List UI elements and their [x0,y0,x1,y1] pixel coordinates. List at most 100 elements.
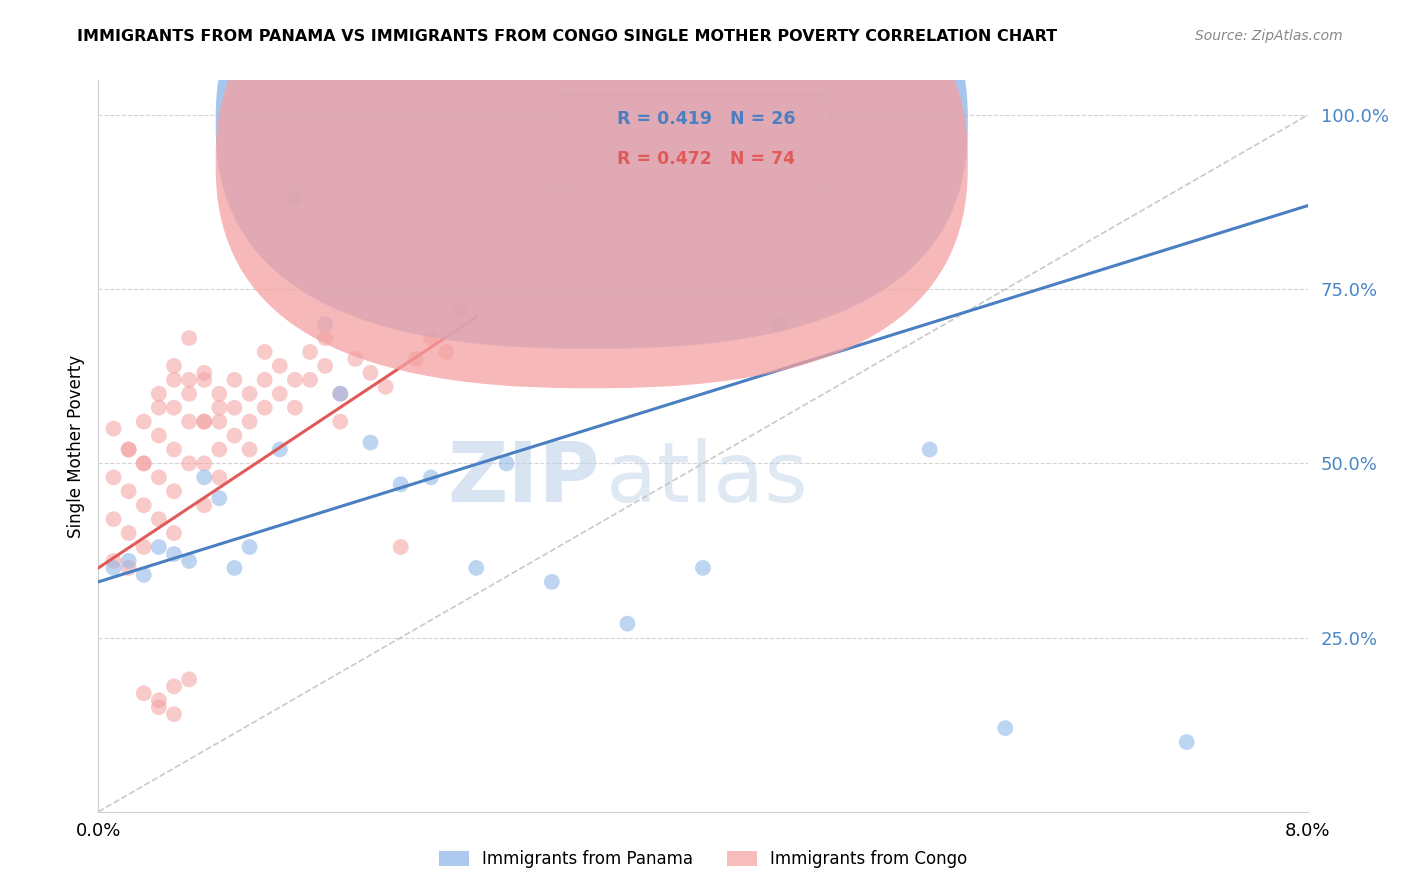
Point [179,373,201,387]
Point [329,415,352,429]
Point [616,616,638,631]
Point [132,498,155,512]
Point [540,574,562,589]
Point [163,401,186,415]
Point [148,700,170,714]
Point [224,401,246,415]
Point [208,442,231,457]
Point [420,331,443,345]
Y-axis label: Single Mother Poverty: Single Mother Poverty [66,354,84,538]
Point [132,457,155,471]
Point [103,561,125,575]
Point [163,442,186,457]
Text: IMMIGRANTS FROM PANAMA VS IMMIGRANTS FROM CONGO SINGLE MOTHER POVERTY CORRELATIO: IMMIGRANTS FROM PANAMA VS IMMIGRANTS FRO… [77,29,1057,44]
Point [360,366,382,380]
Point [132,457,155,471]
Point [148,693,170,707]
Point [132,415,155,429]
Point [132,567,155,582]
Point [450,303,472,318]
Point [269,442,291,457]
FancyBboxPatch shape [558,95,830,186]
Point [692,561,714,575]
FancyBboxPatch shape [215,0,967,388]
Text: R = 0.419   N = 26: R = 0.419 N = 26 [617,110,796,128]
Point [224,561,246,575]
Point [284,401,307,415]
Point [148,540,170,554]
Point [148,512,170,526]
Point [179,673,201,687]
Point [179,554,201,568]
Point [284,192,307,206]
Point [179,457,201,471]
Point [118,442,141,457]
Point [239,386,262,401]
Point [253,345,276,359]
Point [239,415,262,429]
Point [465,561,488,575]
Point [329,386,352,401]
Point [269,386,291,401]
Point [329,386,352,401]
Point [163,679,186,693]
Point [299,345,322,359]
Text: Source: ZipAtlas.com: Source: ZipAtlas.com [1195,29,1343,43]
Point [299,373,322,387]
Point [314,317,336,331]
Point [132,540,155,554]
Point [495,457,517,471]
Point [148,386,170,401]
Point [374,380,396,394]
Point [208,401,231,415]
Point [118,526,141,541]
Legend: Immigrants from Panama, Immigrants from Congo: Immigrants from Panama, Immigrants from … [432,844,974,875]
Point [434,345,457,359]
Point [994,721,1017,735]
FancyBboxPatch shape [215,0,967,349]
Text: atlas: atlas [606,438,808,519]
Point [163,484,186,499]
Point [360,435,382,450]
Point [103,554,125,568]
Point [118,561,141,575]
Point [284,373,307,387]
Text: R = 0.472   N = 74: R = 0.472 N = 74 [617,150,796,168]
Point [163,359,186,373]
Point [103,512,125,526]
Point [239,442,262,457]
Point [208,415,231,429]
Point [179,415,201,429]
Point [193,415,215,429]
Point [193,457,215,471]
Point [208,491,231,506]
Point [148,401,170,415]
Point [253,373,276,387]
Point [314,359,336,373]
Point [224,373,246,387]
Point [103,421,125,435]
Point [148,470,170,484]
Point [389,540,412,554]
Point [132,686,155,700]
Point [179,331,201,345]
Point [193,366,215,380]
Point [239,540,262,554]
Point [163,707,186,722]
Point [193,498,215,512]
Point [344,351,367,366]
Point [103,470,125,484]
Point [163,547,186,561]
Point [1175,735,1198,749]
Point [193,470,215,484]
Point [163,373,186,387]
Point [269,359,291,373]
Point [148,428,170,442]
Point [420,470,443,484]
Point [208,386,231,401]
Point [405,351,427,366]
Point [918,442,941,457]
Point [208,470,231,484]
Point [179,386,201,401]
Point [768,317,790,331]
